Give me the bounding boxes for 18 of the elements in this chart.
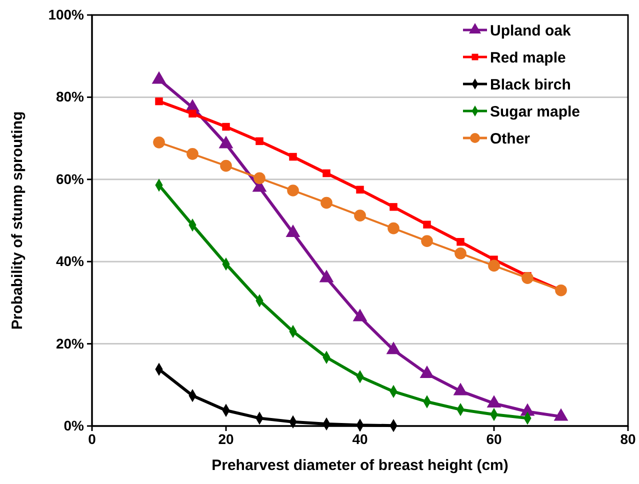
x-tick-label: 80	[620, 430, 636, 447]
legend-label: Upland oak	[490, 22, 572, 40]
x-axis-title: Preharvest diameter of breast height (cm)	[212, 457, 508, 474]
x-tick-label: 40	[352, 430, 368, 447]
y-tick-label: 20%	[56, 335, 85, 352]
y-tick-label: 40%	[56, 253, 85, 270]
x-tick-label: 60	[486, 430, 502, 447]
legend-label: Other	[490, 130, 530, 148]
x-tick-label: 0	[88, 430, 96, 447]
y-tick-label: 60%	[56, 170, 85, 187]
y-axis-title: Probability of stump sprouting	[9, 111, 26, 330]
y-tick-label: 100%	[48, 6, 85, 22]
legend-label: Sugar maple	[490, 104, 580, 120]
y-tick-label: 80%	[56, 88, 85, 105]
x-tick-label: 20	[218, 430, 234, 447]
y-tick-label: 0%	[64, 417, 85, 434]
legend-label: Red maple	[490, 50, 566, 66]
legend-label: Black birch	[490, 76, 571, 94]
